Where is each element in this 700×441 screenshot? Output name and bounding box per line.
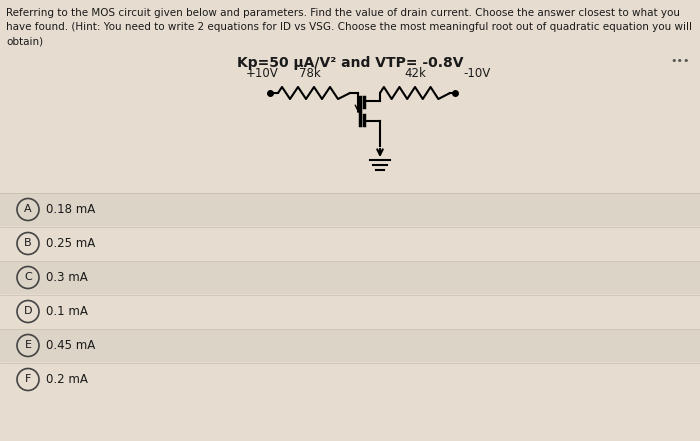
Text: 0.25 mA: 0.25 mA bbox=[46, 237, 95, 250]
Text: 0.1 mA: 0.1 mA bbox=[46, 305, 88, 318]
Bar bbox=[0, 193, 700, 226]
Text: 42k: 42k bbox=[404, 67, 426, 80]
Text: 0.18 mA: 0.18 mA bbox=[46, 203, 95, 216]
Text: have found. (Hint: You need to write 2 equations for ID vs VSG. Choose the most : have found. (Hint: You need to write 2 e… bbox=[6, 22, 692, 32]
Text: B: B bbox=[25, 239, 32, 248]
Bar bbox=[0, 329, 700, 362]
Text: obtain): obtain) bbox=[6, 36, 43, 46]
Text: C: C bbox=[24, 273, 32, 283]
Bar bbox=[0, 363, 700, 396]
Bar bbox=[0, 295, 700, 328]
Text: -10V: -10V bbox=[463, 67, 491, 80]
Text: E: E bbox=[25, 340, 32, 351]
Text: F: F bbox=[25, 374, 32, 385]
Text: 0.2 mA: 0.2 mA bbox=[46, 373, 88, 386]
Text: Kp=50 μA/V² and VTP= -0.8V: Kp=50 μA/V² and VTP= -0.8V bbox=[237, 56, 463, 70]
Text: A: A bbox=[25, 205, 32, 214]
Bar bbox=[0, 227, 700, 260]
Text: 0.3 mA: 0.3 mA bbox=[46, 271, 88, 284]
Text: 78k: 78k bbox=[299, 67, 321, 80]
Text: +10V: +10V bbox=[246, 67, 279, 80]
Bar bbox=[0, 261, 700, 294]
Text: D: D bbox=[24, 306, 32, 317]
Text: 0.45 mA: 0.45 mA bbox=[46, 339, 95, 352]
Text: •••: ••• bbox=[671, 56, 690, 66]
Text: Referring to the MOS circuit given below and parameters. Find the value of drain: Referring to the MOS circuit given below… bbox=[6, 8, 680, 18]
